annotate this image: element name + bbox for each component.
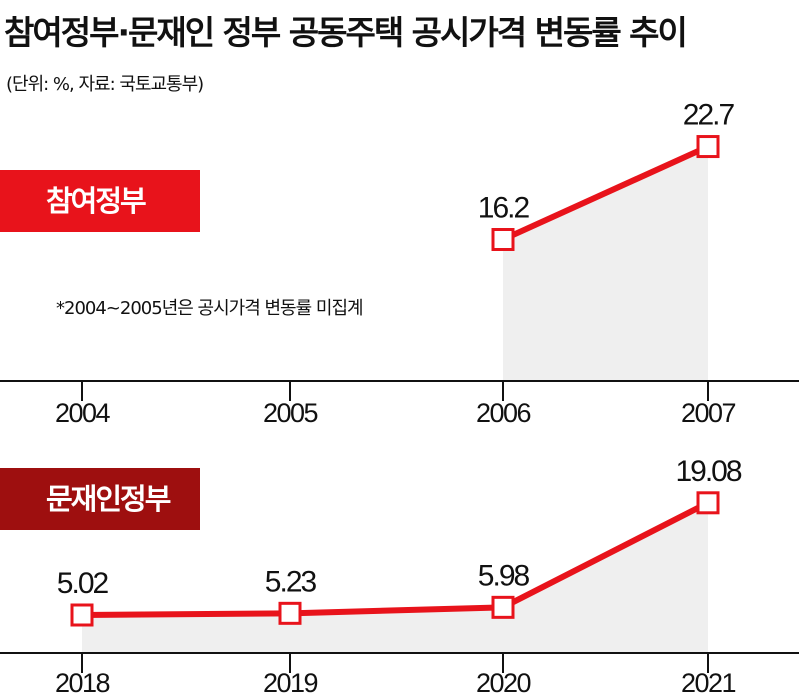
- x-tick-label-1-0: 2018: [55, 668, 110, 695]
- x-tick-label-1-3: 2021: [681, 668, 736, 695]
- data-label-1-0: 5.02: [57, 567, 109, 600]
- area-fill-0: [503, 146, 708, 381]
- data-point-0-3: [696, 135, 720, 159]
- x-tick-label-1-1: 2019: [263, 668, 318, 695]
- series-badge-chamyeo: 참여정부: [0, 170, 200, 232]
- x-tick-label-0-0: 2004: [55, 398, 111, 428]
- data-point-0-2: [491, 228, 515, 251]
- data-point-1-2: [491, 595, 515, 619]
- data-label-1-3: 19.08: [675, 455, 741, 488]
- x-tick-label-1-2: 2020: [476, 668, 531, 695]
- data-point-1-3: [696, 491, 720, 515]
- data-label-1-1: 5.23: [265, 565, 317, 598]
- unit-source-note: (단위: %, 자료: 국토교통부): [6, 74, 204, 95]
- x-tick-label-0-2: 2006: [476, 398, 531, 428]
- chart-title: 참여정부·문재인 정부 공동주택 공시가격 변동률 추이: [4, 13, 688, 52]
- series-badge-moon: 문재인정부: [0, 468, 200, 530]
- footnote: *2004~2005년은 공시가격 변동률 미집계: [56, 298, 364, 319]
- data-label-0-2: 16.2: [478, 192, 530, 225]
- data-point-1-1: [278, 601, 302, 625]
- data-label-1-2: 5.98: [478, 559, 530, 592]
- data-label-0-3: 22.7: [683, 99, 735, 132]
- x-tick-label-0-3: 2007: [681, 398, 736, 428]
- data-point-1-0: [70, 603, 94, 627]
- series-line-1: [81, 500, 710, 618]
- series-line-0: [501, 143, 710, 243]
- x-tick-label-0-1: 2005: [263, 398, 318, 428]
